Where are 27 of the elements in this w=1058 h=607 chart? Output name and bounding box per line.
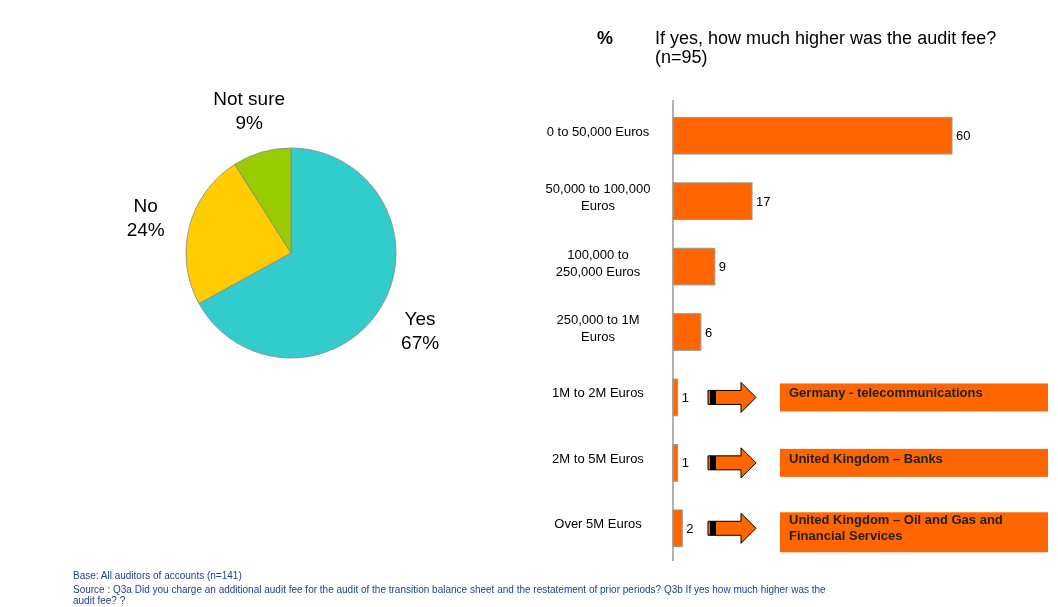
data-label: 9%	[235, 111, 263, 133]
data-label: 6	[704, 324, 713, 340]
y-tick-label: 100,000 to 250,000 Euros	[555, 246, 641, 279]
chart-title: If yes, how much higher was the audit fee? (n=95)	[655, 28, 997, 67]
slice-label: Not sure	[213, 87, 286, 109]
y-tick-label: 0 to 50,000 Euros	[546, 123, 650, 139]
annotation: United Kingdom – Oil and Gas and Financial Services	[789, 512, 1003, 544]
data-label: 1	[681, 389, 689, 405]
data-label: 2	[686, 520, 694, 536]
data-label: 17	[756, 193, 771, 209]
data-label: 60	[956, 128, 971, 144]
annotation: Germany - telecommunications	[789, 385, 983, 401]
data-label: 67%	[401, 332, 440, 354]
data-label: 24%	[126, 218, 165, 240]
y-tick-label: 1M to 2M Euros	[552, 385, 645, 401]
slice-label: No	[133, 194, 158, 216]
annotation: United Kingdom – Banks	[789, 450, 943, 466]
text: Base: All auditors of accounts (n=141)	[73, 570, 242, 581]
y-tick-label: 2M to 5M Euros	[552, 450, 645, 466]
source-note: Source : Q3a Did you charge an additional audit fee for the audit of the transition balance sheet and the restatement of prior periods? Q3b If yes how much higher was the audit fee? ?	[73, 584, 827, 606]
y-tick-label: Over 5M Euros	[554, 516, 643, 532]
data-label: 1	[681, 455, 689, 471]
y-tick-label: 50,000 to 100,000 Euros	[545, 181, 651, 214]
y-axis-title: %	[596, 28, 614, 48]
data-label: 9	[718, 259, 727, 275]
y-tick-label: 250,000 to 1M Euros	[556, 312, 640, 344]
slice-label: Yes	[404, 308, 436, 330]
